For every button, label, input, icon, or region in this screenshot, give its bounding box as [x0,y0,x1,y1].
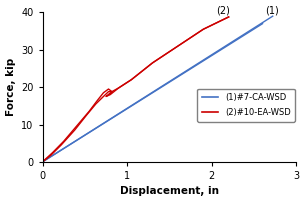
Legend: (1)#7-CA-WSD, (2)#10-EA-WSD: (1)#7-CA-WSD, (2)#10-EA-WSD [197,89,295,122]
Text: (2): (2) [216,5,230,15]
Text: (1): (1) [265,5,279,15]
Y-axis label: Force, kip: Force, kip [5,58,16,116]
X-axis label: Displacement, in: Displacement, in [120,186,219,196]
